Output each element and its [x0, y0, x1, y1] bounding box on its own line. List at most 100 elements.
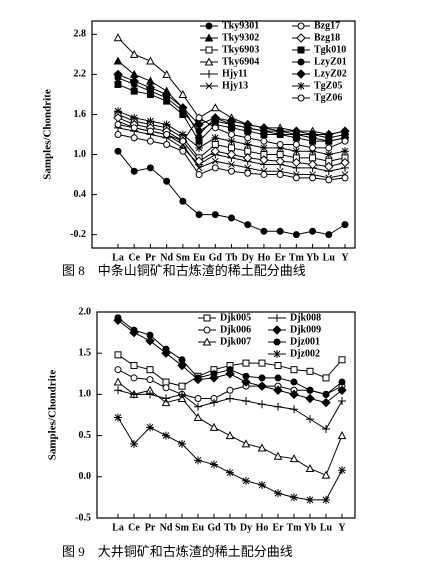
data-point	[322, 390, 330, 398]
data-point	[322, 495, 330, 504]
data-point	[178, 382, 186, 390]
data-point	[226, 366, 234, 374]
x-tick-label: Tb	[224, 522, 237, 533]
legend-label: LzyZ02	[314, 68, 347, 79]
data-point	[179, 147, 187, 155]
data-point	[309, 144, 317, 152]
legend-marker	[202, 337, 212, 346]
legend-label: Tky9302	[222, 32, 259, 43]
legend-label: LzyZ01	[314, 56, 347, 67]
data-point	[130, 439, 138, 448]
data-point	[340, 157, 350, 168]
data-point	[292, 231, 300, 239]
legend-marker	[273, 338, 281, 346]
data-point	[325, 144, 333, 152]
legend-label: Djz001	[290, 336, 320, 347]
data-point	[114, 386, 122, 395]
x-tick-label: Y	[338, 522, 346, 533]
data-point	[337, 385, 347, 395]
data-point	[195, 164, 203, 172]
x-tick-label: Sm	[176, 252, 191, 263]
x-tick-label: Eu	[192, 522, 205, 533]
data-point	[292, 147, 301, 156]
legend-marker	[272, 325, 282, 335]
data-point	[289, 454, 299, 463]
legend-label: Djk006	[220, 324, 251, 335]
x-tick-label: Eu	[193, 252, 206, 263]
data-point	[194, 156, 204, 166]
data-point	[258, 481, 266, 490]
data-point	[163, 131, 171, 138]
data-point	[195, 211, 203, 219]
data-point	[211, 157, 219, 165]
data-point	[114, 413, 122, 422]
data-point	[244, 134, 252, 142]
legend-label: Djk007	[220, 336, 251, 347]
data-point	[243, 119, 253, 130]
data-point	[324, 161, 334, 172]
data-point	[291, 157, 302, 168]
data-point	[306, 415, 314, 424]
legend-marker	[204, 33, 214, 42]
data-point	[338, 356, 346, 364]
data-point	[275, 156, 285, 166]
data-point	[289, 389, 299, 400]
x-tick-label: Pr	[145, 522, 156, 533]
legend-marker	[204, 57, 214, 66]
x-tick-label: Sm	[175, 522, 190, 533]
data-point	[194, 374, 202, 382]
data-point	[162, 345, 170, 353]
x-tick-label: Dy	[240, 522, 252, 533]
legend-marker	[297, 58, 305, 66]
y-tick-label: 2.8	[74, 29, 87, 40]
data-point	[228, 214, 235, 222]
data-point	[130, 362, 138, 370]
legend-label: Tgk010	[314, 44, 346, 55]
figure-caption: 图 9 大井铜矿和古炼渣的稀土配分曲线	[62, 544, 293, 559]
data-point	[146, 423, 154, 432]
y-tick-label: 2.0	[79, 306, 92, 317]
data-point	[146, 117, 155, 126]
data-point	[274, 402, 282, 411]
data-point	[324, 129, 334, 140]
data-point	[307, 129, 318, 140]
data-point	[259, 123, 269, 133]
data-point	[276, 171, 284, 179]
data-point	[242, 396, 250, 405]
data-point	[211, 164, 219, 172]
data-point	[338, 378, 346, 386]
legend-marker	[297, 94, 305, 102]
data-point	[145, 336, 155, 346]
data-point	[276, 227, 284, 235]
data-point	[325, 176, 333, 184]
data-point	[177, 360, 187, 371]
data-point	[114, 131, 122, 138]
data-point	[307, 159, 318, 170]
legend-marker	[205, 70, 213, 78]
x-tick-label: Yb	[306, 252, 319, 263]
data-point	[114, 80, 122, 88]
data-point	[322, 425, 330, 434]
legend-marker	[205, 22, 213, 30]
data-point	[241, 377, 251, 387]
data-point	[242, 359, 250, 367]
data-point	[162, 378, 170, 386]
y-tick-label: 2.2	[74, 69, 87, 80]
data-point	[114, 120, 122, 128]
data-point	[130, 87, 138, 95]
data-point	[162, 431, 170, 440]
data-point	[210, 113, 220, 123]
x-tick-label: Lu	[323, 252, 336, 263]
data-point	[113, 56, 123, 65]
x-tick-label: Tm	[287, 522, 303, 533]
data-point	[162, 69, 171, 78]
data-point	[162, 384, 170, 392]
legend-label: Bzg18	[314, 32, 340, 43]
data-point	[114, 366, 122, 374]
data-point	[243, 153, 253, 163]
x-tick-label: Pr	[145, 252, 156, 263]
legend-marker	[203, 326, 211, 334]
legend-label: Hjy11	[222, 68, 248, 79]
data-point	[130, 167, 138, 175]
data-point	[257, 381, 267, 391]
